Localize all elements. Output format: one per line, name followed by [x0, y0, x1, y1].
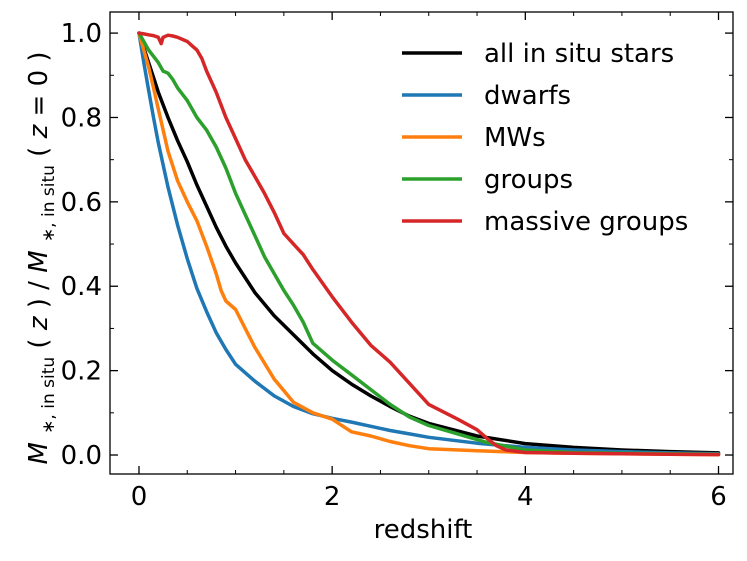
legend: all in situ stars dwarfs MWs groups massive … — [402, 39, 688, 237]
ylabel-m1: M — [24, 442, 54, 464]
y-tick-label: 0.4 — [61, 272, 102, 302]
x-tick-label: 6 — [710, 482, 727, 512]
x-axis-label: redshift — [374, 515, 473, 545]
ylabel-close2: ) — [24, 51, 54, 61]
x-tick-label: 2 — [324, 482, 341, 512]
series-line-groups — [137, 31, 721, 456]
legend-label-groups: groups — [484, 165, 573, 195]
x-tick-label: 4 — [517, 482, 534, 512]
plot-frame — [109, 11, 734, 475]
series-line-all-in-situ-stars — [137, 31, 721, 455]
series-line-massive-groups — [137, 31, 721, 457]
ylabel-z1: z — [24, 315, 54, 331]
y-tick-label: 0.2 — [61, 357, 102, 387]
ylabel-open2: ( — [24, 147, 54, 157]
y-tick-label: 1.0 — [61, 19, 102, 49]
legend-label-dwarfs: dwarfs — [484, 81, 571, 111]
legend-label-massive-groups: massive groups — [484, 207, 688, 237]
ylabel-sub2: ∗, in situ — [39, 165, 59, 242]
series-line-mws — [137, 31, 721, 457]
ylabel-z2: z — [24, 123, 54, 139]
y-tick-label: 0.8 — [61, 103, 102, 133]
series-layer — [137, 31, 721, 457]
legend-label-mws: MWs — [484, 123, 546, 153]
y-axis-label: M ∗, in situ ( z ) / M ∗, in situ ( z = … — [24, 51, 61, 464]
y-tick-label: 0.0 — [61, 441, 102, 471]
ylabel-eq: = 0 — [24, 70, 54, 117]
ylabel-m2: M — [24, 250, 54, 272]
ticks-layer: 0 2 4 6 0.0 0.2 0.4 0.6 0.8 1.0 — [61, 12, 733, 512]
ylabel-slash: / — [24, 273, 54, 290]
x-tick-label: 0 — [131, 482, 148, 512]
ylabel-close1: ) — [24, 298, 54, 308]
ylabel-open1: ( — [24, 338, 54, 348]
legend-label-all-in-situ-stars: all in situ stars — [484, 39, 674, 69]
y-tick-label: 0.6 — [61, 188, 102, 218]
ylabel-sub1: ∗, in situ — [39, 357, 59, 434]
